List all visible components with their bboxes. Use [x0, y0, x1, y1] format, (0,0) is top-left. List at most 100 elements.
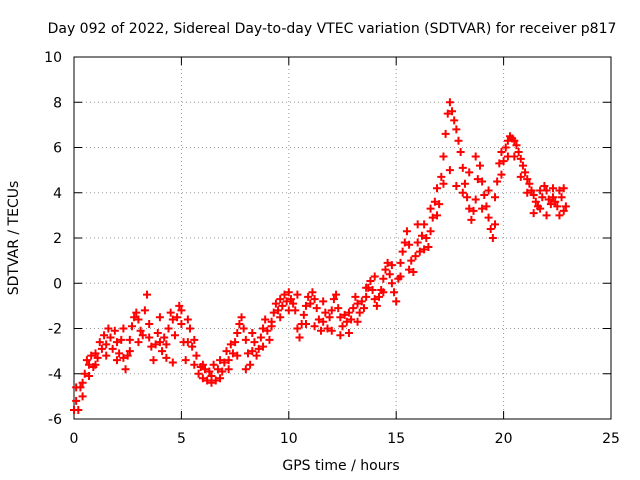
- data-point: [121, 365, 130, 374]
- data-point: [304, 292, 313, 301]
- data-point: [308, 288, 317, 297]
- data-point: [162, 340, 171, 349]
- data-point: [452, 125, 461, 134]
- data-point: [216, 374, 225, 383]
- data-point: [237, 313, 246, 322]
- data-point: [415, 247, 424, 256]
- data-point: [134, 338, 143, 347]
- data-point: [450, 116, 459, 125]
- data-point: [177, 319, 186, 328]
- data-point: [112, 356, 121, 365]
- data-point: [387, 279, 396, 288]
- data-point: [445, 98, 454, 107]
- x-tick-label: 0: [70, 431, 79, 447]
- data-point: [319, 317, 328, 326]
- data-point: [353, 299, 362, 308]
- data-point: [529, 209, 538, 218]
- data-point: [396, 258, 405, 267]
- data-point: [85, 372, 94, 381]
- data-point: [239, 324, 248, 333]
- data-point: [400, 238, 409, 247]
- data-point: [499, 157, 508, 166]
- data-point: [299, 310, 308, 319]
- data-point: [435, 200, 444, 209]
- data-point: [405, 265, 414, 274]
- data-point: [254, 344, 263, 353]
- data-point: [220, 358, 229, 367]
- data-point: [349, 304, 358, 313]
- data-point: [102, 340, 111, 349]
- data-point: [106, 333, 115, 342]
- data-point: [347, 315, 356, 324]
- data-point: [497, 170, 506, 179]
- data-point: [278, 301, 287, 310]
- data-point: [437, 172, 446, 181]
- x-tick-label: 5: [177, 431, 186, 447]
- data-point: [198, 360, 207, 369]
- data-point: [456, 148, 465, 157]
- data-point: [164, 324, 173, 333]
- data-point: [368, 286, 377, 295]
- data-point: [366, 276, 375, 285]
- data-point: [267, 322, 276, 331]
- data-point: [523, 188, 532, 197]
- data-point: [72, 383, 81, 392]
- data-point: [465, 204, 474, 213]
- data-point: [138, 331, 147, 340]
- data-point: [336, 313, 345, 322]
- data-point: [465, 168, 474, 177]
- data-point: [284, 306, 293, 315]
- data-point: [289, 299, 298, 308]
- data-point: [286, 295, 295, 304]
- data-point: [351, 292, 360, 301]
- data-point: [362, 283, 371, 292]
- data-point: [426, 204, 435, 213]
- data-point: [392, 297, 401, 306]
- data-point: [344, 308, 353, 317]
- data-point: [538, 193, 547, 202]
- data-point: [168, 315, 177, 324]
- data-point: [203, 376, 212, 385]
- data-point: [147, 342, 156, 351]
- data-point: [467, 215, 476, 224]
- data-point: [201, 365, 210, 374]
- data-point: [323, 324, 332, 333]
- data-point: [173, 313, 182, 322]
- data-point: [183, 315, 192, 324]
- data-point: [181, 356, 190, 365]
- data-point: [235, 319, 244, 328]
- data-point: [151, 340, 160, 349]
- data-point: [383, 258, 392, 267]
- data-point: [332, 290, 341, 299]
- data-point: [207, 378, 216, 387]
- data-point: [525, 179, 534, 188]
- data-point: [108, 344, 117, 353]
- data-point: [317, 326, 326, 335]
- data-point: [516, 154, 525, 163]
- data-point: [231, 338, 240, 347]
- data-point: [486, 224, 495, 233]
- data-point: [248, 329, 257, 338]
- data-point: [314, 315, 323, 324]
- data-point: [463, 193, 472, 202]
- data-point: [428, 213, 437, 222]
- data-point: [551, 197, 560, 206]
- data-point: [241, 365, 250, 374]
- data-point: [222, 347, 231, 356]
- data-point: [512, 141, 521, 150]
- data-point: [82, 356, 91, 365]
- data-point: [555, 186, 564, 195]
- data-point: [542, 211, 551, 220]
- data-point: [426, 227, 435, 236]
- data-point: [495, 159, 504, 168]
- data-point: [561, 202, 570, 211]
- data-point: [521, 168, 530, 177]
- data-point: [155, 313, 164, 322]
- y-tick-label: 4: [53, 186, 62, 202]
- data-point: [276, 295, 285, 304]
- data-point: [334, 304, 343, 313]
- data-point: [190, 360, 199, 369]
- data-point: [284, 288, 293, 297]
- data-point: [448, 107, 457, 116]
